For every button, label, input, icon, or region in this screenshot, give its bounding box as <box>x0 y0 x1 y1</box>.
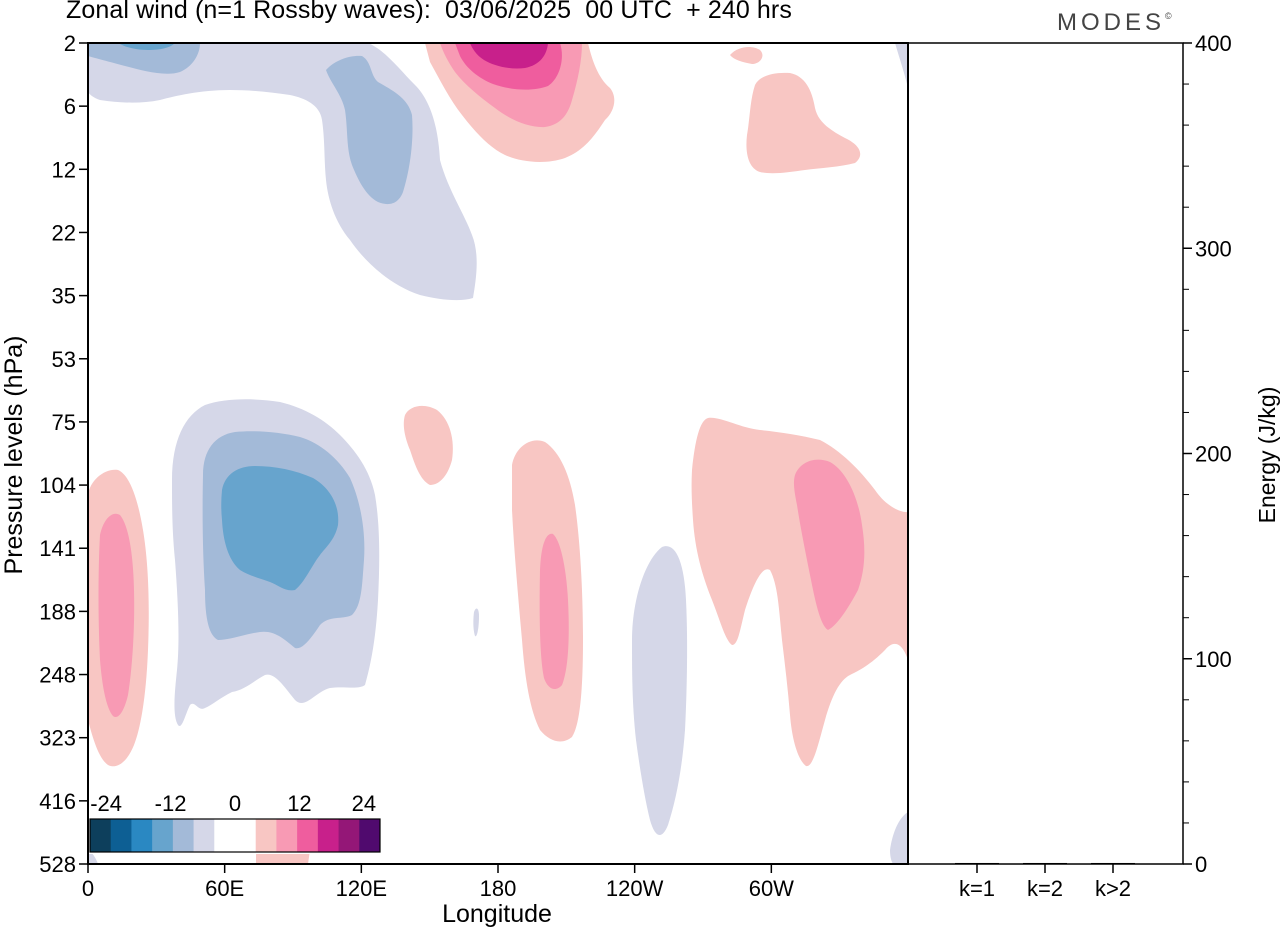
contour-neg-125w <box>632 546 688 836</box>
energy-tick-label: 300 <box>1195 236 1232 261</box>
colorbar-swatch <box>152 819 174 852</box>
energy-axis-label: Energy (J/kg) <box>1254 387 1280 524</box>
y-axis: 2 6 12 22 35 53 75 104 141 188 248 323 416 528 <box>39 31 88 877</box>
colorbar-tick-label: 24 <box>352 791 376 816</box>
colorbar-swatch <box>359 819 381 852</box>
y-tick-label: 188 <box>39 599 76 624</box>
x-tick-label: 60E <box>205 876 244 901</box>
energy-bar <box>955 862 999 864</box>
y-tick-label: 2 <box>64 31 76 56</box>
x-tick-label: 120W <box>606 876 664 901</box>
energy-tick-label: 100 <box>1195 647 1232 672</box>
y-tick-label: 75 <box>52 410 76 435</box>
y-tick-label: 22 <box>52 220 76 245</box>
x-tick-label: 180 <box>480 876 517 901</box>
chart-title: Zonal wind (n=1 Rossby waves): 03/06/202… <box>66 0 792 24</box>
colorbar-swatch <box>338 819 360 852</box>
y-tick-label: 12 <box>52 157 76 182</box>
colorbar-swatch <box>235 819 257 852</box>
y-tick-label: 104 <box>39 473 76 498</box>
y-tick-label: 416 <box>39 789 76 814</box>
energy-category-label: k=2 <box>1027 876 1063 901</box>
colorbar-tick-label: 12 <box>287 791 311 816</box>
colorbar-swatch <box>193 819 215 852</box>
y-tick-label: 35 <box>52 284 76 309</box>
contour-plot: -24 -12 0 12 24 <box>88 43 908 864</box>
y-tick-label: 323 <box>39 726 76 751</box>
contour-neg-speck <box>473 608 479 637</box>
colorbar: -24 -12 0 12 24 <box>88 775 382 854</box>
colorbar-tick-label: -24 <box>90 791 122 816</box>
brand-name: MODES <box>1057 9 1166 36</box>
energy-category-label: k=1 <box>959 876 995 901</box>
x-axis: 0 60E 120E 180 120W 60W <box>82 864 794 901</box>
energy-bar <box>1091 862 1135 864</box>
energy-tick-label: 0 <box>1195 852 1207 877</box>
contour-pos-tiny <box>730 47 763 64</box>
colorbar-swatch <box>172 819 195 852</box>
contour-neg-bottom-right <box>890 812 908 864</box>
modes-logo: MODES© <box>1057 9 1172 37</box>
colorbar-outline <box>89 818 381 853</box>
y-tick-label: 6 <box>64 94 76 119</box>
energy-axis: 0 100 200 300 400 <box>1183 31 1232 877</box>
contour-neg-top-l1 <box>88 43 477 301</box>
contour-pos-left-l2 <box>98 513 135 718</box>
colorbar-tick-label: -12 <box>155 791 187 816</box>
contour-pos-165w-l2 <box>539 533 569 690</box>
colorbar-swatch <box>255 819 277 852</box>
energy-frame <box>907 42 1184 865</box>
colorbar-swatch <box>276 819 298 852</box>
y-tick-label: 528 <box>39 852 76 877</box>
x-tick-label: 120E <box>336 876 387 901</box>
y-tick-label: 53 <box>52 347 76 372</box>
energy-tick-label: 400 <box>1195 31 1232 56</box>
colorbar-swatch <box>297 819 319 852</box>
y-axis-label: Pressure levels (hPa) <box>0 336 28 575</box>
colorbar-swatch <box>317 819 340 852</box>
colorbar-swatch <box>110 819 132 852</box>
contour-pos-right-l2 <box>793 459 865 630</box>
contour-neg-top-l3 <box>118 43 175 50</box>
contour-neg-mid-l3 <box>221 466 339 591</box>
x-tick-label: 60W <box>749 876 794 901</box>
colorbar-swatch <box>90 819 112 852</box>
copyright-mark: © <box>1165 11 1172 21</box>
contour-pos-top-l4 <box>470 43 548 69</box>
contour-neg-upper-l2 <box>326 55 413 205</box>
x-tick-label: 0 <box>82 876 94 901</box>
y-tick-label: 248 <box>39 663 76 688</box>
colorbar-swatch <box>214 819 236 852</box>
contour-pos-upper-right <box>746 72 861 174</box>
x-axis-label: Longitude <box>442 900 552 928</box>
contour-pos-150e <box>403 405 453 485</box>
energy-category-label: k>2 <box>1095 876 1131 901</box>
contour-neg-top-l2 <box>88 43 200 74</box>
colorbar-swatch <box>131 819 153 852</box>
y-tick-label: 141 <box>39 536 76 561</box>
energy-bars: k=1 k=2 k>2 <box>955 862 1135 901</box>
energy-bar <box>1023 862 1067 864</box>
energy-tick-label: 200 <box>1195 442 1232 467</box>
colorbar-tick-label: 0 <box>229 791 241 816</box>
